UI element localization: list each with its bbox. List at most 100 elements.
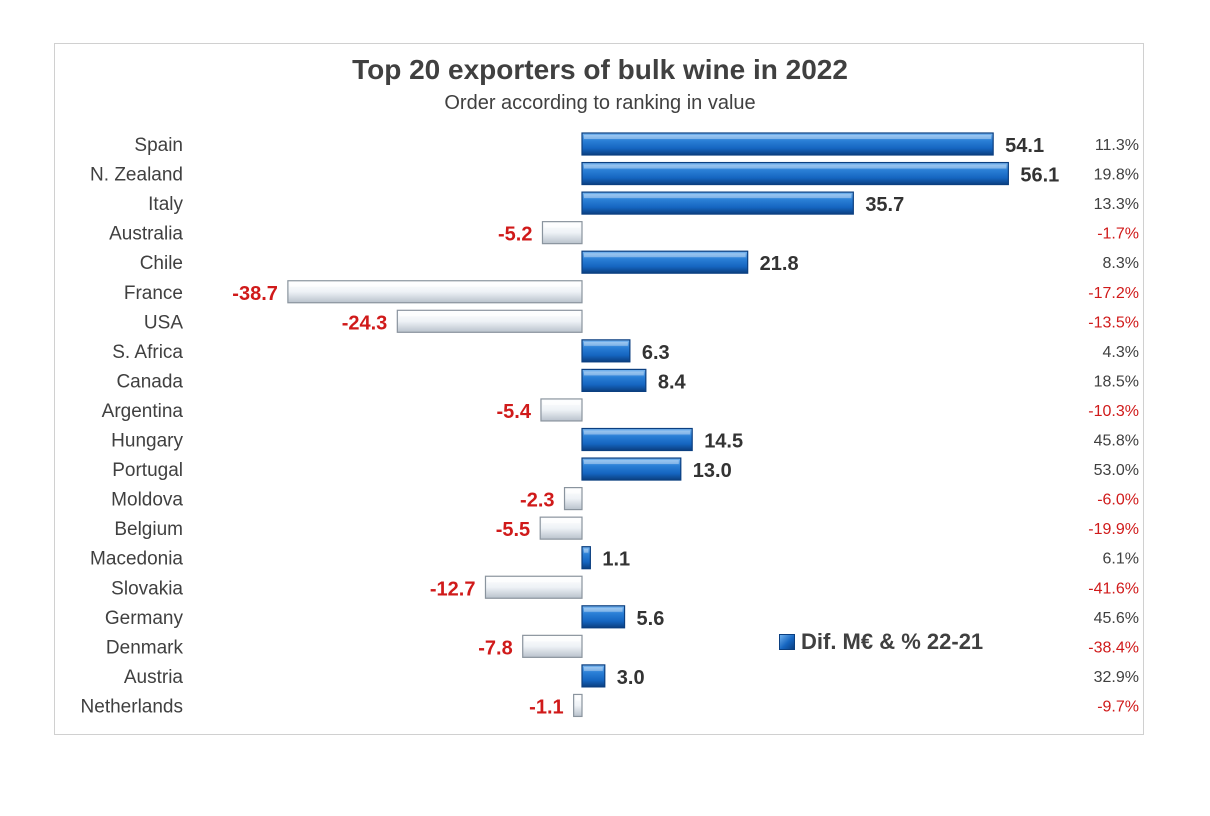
bar-highlight bbox=[542, 519, 580, 524]
bar-highlight bbox=[566, 489, 580, 494]
value-label: -2.3 bbox=[520, 490, 554, 512]
category-label: Portugal bbox=[112, 460, 183, 481]
percent-label: 11.3% bbox=[1095, 137, 1139, 154]
category-label: Germany bbox=[105, 608, 184, 629]
bar-highlight bbox=[584, 666, 603, 671]
value-label: 13.0 bbox=[693, 460, 732, 482]
category-label: Belgium bbox=[114, 519, 183, 540]
category-label: Chile bbox=[140, 253, 183, 274]
bar-body bbox=[581, 250, 749, 274]
bar-highlight bbox=[584, 135, 992, 139]
category-label: Canada bbox=[116, 371, 183, 392]
bar-body bbox=[573, 693, 583, 718]
percent-label: 19.8% bbox=[1094, 167, 1139, 184]
bar bbox=[581, 161, 1009, 186]
category-label: Netherlands bbox=[81, 696, 183, 717]
bar bbox=[581, 605, 626, 629]
bar bbox=[581, 368, 647, 392]
category-label: Australia bbox=[109, 224, 183, 245]
bar-highlight bbox=[584, 607, 623, 612]
percent-label: -41.6% bbox=[1088, 580, 1139, 597]
bar-body bbox=[581, 605, 626, 629]
percent-label: -17.2% bbox=[1088, 285, 1139, 302]
percent-label: 53.0% bbox=[1094, 462, 1139, 479]
bar-highlight bbox=[542, 400, 580, 405]
bar-body bbox=[581, 427, 693, 452]
bar-highlight bbox=[399, 312, 580, 317]
value-label: -1.1 bbox=[529, 696, 563, 718]
bar bbox=[581, 191, 854, 215]
percent-label: 32.9% bbox=[1094, 669, 1139, 686]
category-label: Spain bbox=[134, 135, 183, 156]
bar bbox=[581, 546, 591, 570]
category-label: Argentina bbox=[102, 401, 184, 422]
category-label: Macedonia bbox=[90, 549, 183, 570]
percent-label: -9.7% bbox=[1097, 698, 1139, 715]
value-label: 6.3 bbox=[642, 342, 670, 364]
category-label: USA bbox=[144, 312, 183, 333]
bar-body bbox=[581, 664, 606, 688]
value-label: 56.1 bbox=[1020, 165, 1059, 187]
value-label: -7.8 bbox=[478, 637, 512, 659]
percent-label: -38.4% bbox=[1088, 639, 1139, 656]
bar-body bbox=[581, 368, 647, 392]
bar-body bbox=[581, 339, 631, 363]
percent-label: 4.3% bbox=[1103, 344, 1139, 361]
percent-label: -10.3% bbox=[1088, 403, 1139, 420]
bar bbox=[581, 427, 693, 452]
percent-label: 45.8% bbox=[1094, 433, 1139, 450]
legend-swatch bbox=[779, 634, 795, 650]
value-label: 3.0 bbox=[617, 667, 645, 689]
bar bbox=[539, 516, 583, 540]
bar bbox=[287, 280, 583, 304]
bar-highlight bbox=[584, 194, 852, 199]
bar bbox=[541, 221, 583, 245]
percent-label: -1.7% bbox=[1097, 226, 1139, 243]
category-label: Austria bbox=[124, 667, 184, 688]
chart-subtitle: Order according to ranking in value bbox=[444, 92, 756, 114]
bar-body bbox=[581, 161, 1009, 186]
bar bbox=[484, 575, 583, 599]
chart-title: Top 20 exporters of bulk wine in 2022 bbox=[352, 54, 848, 85]
bar-body bbox=[581, 191, 854, 215]
legend-label: Dif. M€ & % 22-21 bbox=[801, 629, 984, 654]
bar bbox=[522, 634, 583, 658]
percent-label: -13.5% bbox=[1088, 314, 1139, 331]
value-label: -5.4 bbox=[496, 401, 531, 423]
value-label: -5.5 bbox=[496, 519, 530, 541]
category-label: S. Africa bbox=[112, 342, 183, 363]
percent-label: 18.5% bbox=[1094, 373, 1139, 390]
bar bbox=[573, 693, 583, 718]
value-label: 21.8 bbox=[760, 253, 799, 275]
bar-highlight bbox=[544, 223, 580, 228]
bar-highlight bbox=[584, 164, 1007, 169]
value-label: 5.6 bbox=[637, 608, 665, 630]
bar bbox=[540, 398, 583, 422]
chart-frame: Top 20 exporters of bulk wine in 2022 Or… bbox=[54, 43, 1144, 735]
category-label: Slovakia bbox=[111, 578, 183, 599]
bar-highlight bbox=[584, 253, 746, 258]
bar bbox=[563, 487, 583, 511]
bar-highlight bbox=[584, 460, 679, 465]
bar-chart: Spain 54.1 11.3% N. Zealand 56.1 19.8% Italy 35… bbox=[81, 132, 1139, 718]
bar-highlight bbox=[487, 578, 580, 583]
value-label: 14.5 bbox=[704, 431, 743, 453]
bar-body bbox=[581, 132, 994, 156]
percent-label: 13.3% bbox=[1094, 196, 1139, 213]
bar bbox=[581, 132, 994, 156]
category-label: N. Zealand bbox=[90, 165, 183, 186]
bar-highlight bbox=[524, 637, 580, 642]
value-label: 1.1 bbox=[602, 549, 630, 571]
category-label: Denmark bbox=[106, 637, 184, 658]
bar bbox=[581, 339, 631, 363]
bar-highlight bbox=[584, 341, 628, 346]
percent-label: 6.1% bbox=[1103, 551, 1139, 568]
bar-body bbox=[581, 546, 591, 570]
percent-label: 8.3% bbox=[1103, 255, 1139, 272]
bar bbox=[581, 664, 606, 688]
category-label: France bbox=[124, 283, 183, 304]
percent-label: 45.6% bbox=[1094, 610, 1139, 627]
legend: Dif. M€ & % 22-21 bbox=[779, 629, 983, 655]
bar-highlight bbox=[575, 696, 580, 701]
bar bbox=[396, 309, 583, 333]
